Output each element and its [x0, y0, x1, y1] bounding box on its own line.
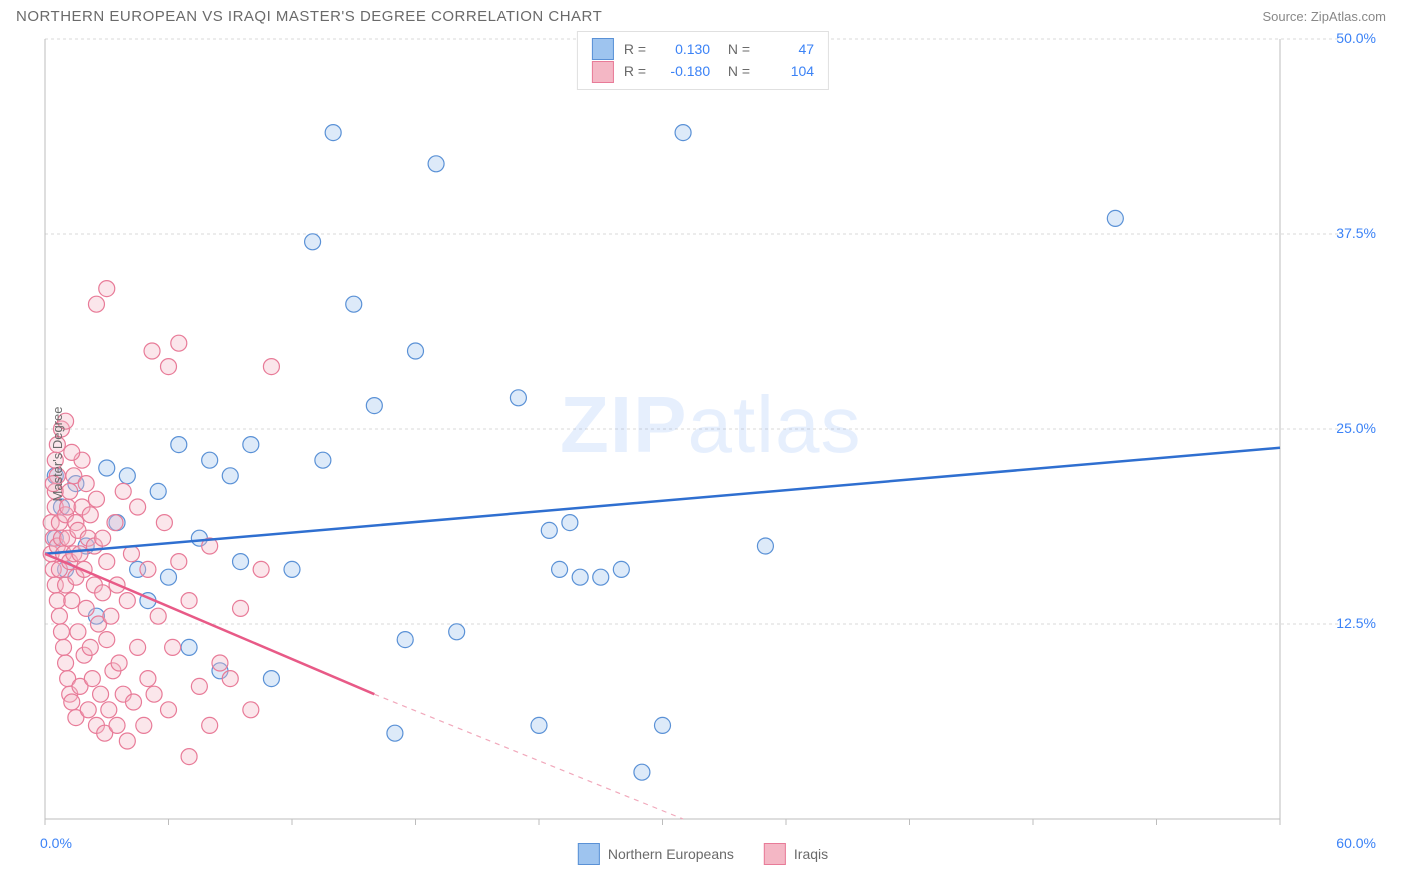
x-max-label: 60.0%: [1336, 835, 1376, 851]
scatter-chart: [0, 29, 1406, 879]
r-value: 0.130: [656, 38, 710, 60]
legend-item: Northern Europeans: [578, 843, 734, 865]
r-label: R =: [624, 60, 646, 82]
y-tick-label: 50.0%: [1336, 30, 1376, 46]
source-label: Source: ZipAtlas.com: [1262, 9, 1386, 24]
series-legend: Northern Europeans Iraqis: [578, 843, 828, 865]
chart-title: NORTHERN EUROPEAN VS IRAQI MASTER'S DEGR…: [16, 8, 602, 25]
y-tick-label: 37.5%: [1336, 225, 1376, 241]
correlation-legend: R = 0.130 N = 47 R = -0.180 N = 104: [577, 31, 829, 90]
y-axis-label: Master's Degree: [50, 407, 65, 502]
legend-label: Northern Europeans: [608, 846, 734, 862]
y-tick-label: 25.0%: [1336, 420, 1376, 436]
legend-item: Iraqis: [764, 843, 828, 865]
legend-swatch: [592, 61, 614, 83]
y-tick-label: 12.5%: [1336, 615, 1376, 631]
r-label: R =: [624, 38, 646, 60]
legend-swatch: [578, 843, 600, 865]
n-label: N =: [720, 60, 750, 82]
n-label: N =: [720, 38, 750, 60]
legend-swatch: [592, 38, 614, 60]
n-value: 104: [760, 60, 814, 82]
legend-stat-row: R = 0.130 N = 47: [592, 38, 814, 60]
legend-label: Iraqis: [794, 846, 828, 862]
legend-stat-row: R = -0.180 N = 104: [592, 60, 814, 82]
chart-container: Master's Degree ZIPatlas R =0.130 N =47R…: [0, 29, 1406, 879]
x-origin-label: 0.0%: [40, 835, 72, 851]
legend-swatch: [764, 843, 786, 865]
r-value: -0.180: [656, 60, 710, 82]
n-value: 47: [760, 38, 814, 60]
